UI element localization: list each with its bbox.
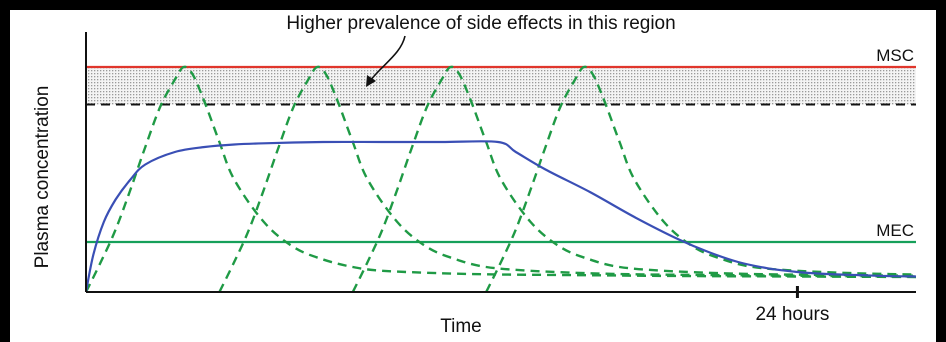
mec-label: MEC xyxy=(876,221,914,240)
msc-label: MSC xyxy=(876,46,914,65)
chart-frame: MSC MEC 24 hours Time Plasma concentrati… xyxy=(10,10,936,342)
dose-curve-4 xyxy=(485,65,917,293)
plasma-concentration-chart: MSC MEC 24 hours Time Plasma concentrati… xyxy=(32,13,917,337)
annotation-arrow xyxy=(369,35,406,82)
x-tick-label: 24 hours xyxy=(755,304,829,325)
dose-curve-1 xyxy=(84,65,917,293)
side-effect-annotation: Higher prevalence of side effects in thi… xyxy=(286,13,675,34)
continuous-curve xyxy=(84,140,917,293)
annotation-arrowhead xyxy=(366,75,376,87)
y-axis-label: Plasma concentration xyxy=(32,86,53,269)
x-axis-label: Time xyxy=(440,316,482,337)
side-effect-region xyxy=(86,67,916,105)
